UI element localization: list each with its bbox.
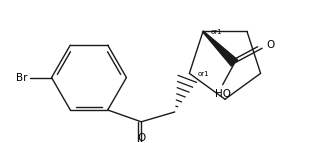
Text: Br: Br [16,73,28,83]
Text: or1: or1 [211,29,223,35]
Text: or1: or1 [197,71,209,77]
Text: HO: HO [215,89,231,99]
Text: O: O [137,133,145,143]
Text: O: O [266,40,274,50]
Polygon shape [203,31,238,66]
